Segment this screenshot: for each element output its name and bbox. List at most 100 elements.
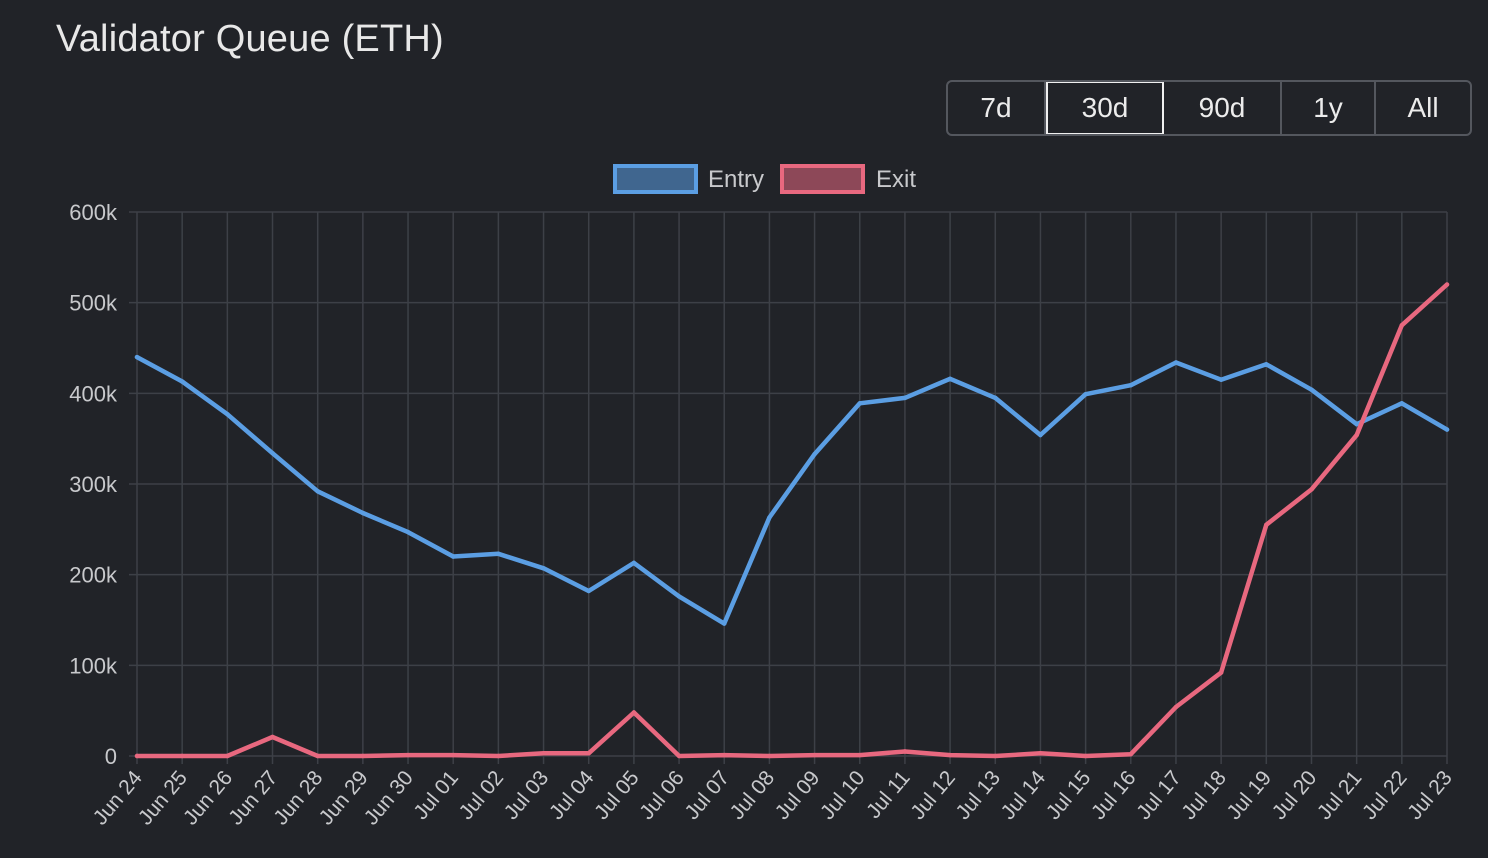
data-point-entry	[586, 588, 591, 594]
x-tick-label: Jul 09	[771, 766, 825, 824]
series-line-exit	[134, 282, 1450, 759]
x-tick-label: Jul 06	[635, 766, 689, 824]
data-point-exit	[631, 710, 637, 715]
x-tick-label: Jul 02	[455, 766, 509, 824]
x-tick-label: Jun 27	[224, 766, 282, 829]
data-point-exit	[1083, 753, 1088, 759]
data-point-exit	[1218, 670, 1224, 675]
x-tick-label: Jul 07	[680, 766, 734, 824]
data-point-exit	[947, 752, 953, 758]
range-button-7d[interactable]: 7d	[948, 82, 1046, 134]
data-point-entry	[1038, 432, 1043, 438]
x-tick-label: Jul 19	[1222, 766, 1276, 824]
data-point-entry	[1128, 382, 1133, 388]
data-point-exit	[134, 753, 140, 759]
data-point-exit	[1309, 487, 1314, 492]
data-point-entry	[902, 395, 908, 401]
x-tick-label: Jul 17	[1132, 766, 1186, 824]
x-tick-label: Jul 20	[1268, 766, 1322, 824]
data-point-entry	[1218, 377, 1224, 382]
data-point-exit	[179, 753, 185, 759]
data-point-exit	[812, 752, 817, 758]
y-tick-label: 300k	[69, 472, 118, 497]
data-point-exit	[676, 753, 682, 759]
data-point-entry	[631, 560, 637, 566]
data-point-entry	[1354, 421, 1359, 427]
x-tick-label: Jun 24	[89, 766, 147, 829]
data-point-exit	[496, 753, 501, 759]
chart-title: Validator Queue (ETH)	[56, 18, 444, 60]
data-point-entry	[1399, 401, 1405, 406]
time-range-selector: 7d 30d 90d 1y All	[946, 80, 1472, 136]
data-point-exit	[315, 753, 320, 759]
data-point-entry	[993, 395, 998, 401]
y-tick-label: 0	[105, 744, 117, 769]
data-point-entry	[270, 450, 275, 456]
y-tick-label: 100k	[69, 653, 118, 678]
data-point-entry	[134, 354, 140, 360]
data-point-entry	[857, 401, 862, 406]
data-point-entry	[1309, 387, 1314, 392]
data-point-entry	[496, 551, 501, 557]
range-button-all[interactable]: All	[1407, 92, 1439, 123]
data-point-exit	[1128, 751, 1133, 757]
data-point-exit	[993, 753, 998, 759]
data-point-entry	[225, 411, 230, 417]
x-tick-label: Jun 29	[315, 766, 373, 829]
data-point-exit	[902, 749, 908, 754]
data-point-entry	[541, 566, 546, 571]
data-point-exit	[225, 753, 230, 759]
legend-label-exit[interactable]: Exit	[876, 166, 916, 193]
x-tick-label: Jul 16	[1087, 766, 1141, 824]
x-tick-label: Jul 21	[1313, 766, 1367, 824]
x-tick-label: Jul 08	[726, 766, 780, 824]
data-point-entry	[1173, 360, 1179, 365]
y-tick-label: 600k	[69, 200, 118, 225]
data-point-entry	[360, 510, 366, 516]
x-tick-label: Jul 10	[816, 766, 870, 824]
range-button-90d[interactable]: 90d	[1164, 82, 1282, 134]
x-tick-label: Jul 22	[1358, 766, 1412, 824]
data-point-exit	[586, 751, 591, 756]
data-point-entry	[676, 594, 682, 599]
x-tick-label: Jul 13	[951, 766, 1005, 824]
range-button-1y[interactable]: 1y	[1282, 82, 1376, 134]
data-point-exit	[1038, 751, 1043, 756]
y-tick-label: 400k	[69, 381, 118, 406]
data-point-entry	[1264, 362, 1269, 367]
y-tick-label: 200k	[69, 563, 118, 588]
data-point-entry	[1444, 427, 1450, 432]
data-point-exit	[857, 752, 862, 758]
legend-swatch-exit[interactable]	[780, 164, 865, 194]
range-button-30d[interactable]: 30d	[1046, 82, 1164, 134]
data-point-entry	[179, 379, 185, 384]
data-point-exit	[1444, 282, 1450, 287]
series-line-entry	[134, 354, 1450, 626]
x-tick-label: Jul 11	[862, 766, 915, 823]
data-point-exit	[1354, 432, 1359, 438]
data-point-entry	[315, 489, 320, 494]
data-point-exit	[1173, 704, 1179, 710]
x-tick-label: Jul 15	[1042, 766, 1096, 824]
data-point-entry	[812, 451, 817, 457]
x-tick-label: Jul 14	[997, 766, 1051, 824]
x-tick-label: Jul 01	[409, 766, 463, 824]
x-tick-label: Jul 04	[545, 766, 599, 824]
data-point-exit	[360, 753, 366, 759]
data-point-entry	[1083, 392, 1088, 397]
data-point-exit	[405, 752, 411, 758]
y-tick-label: 500k	[69, 291, 118, 316]
x-tick-label: Jul 03	[500, 766, 554, 824]
x-tick-label: Jul 23	[1403, 766, 1457, 824]
x-tick-label: Jul 05	[590, 766, 644, 824]
data-point-entry	[947, 376, 953, 382]
data-point-entry	[767, 515, 772, 520]
data-point-exit	[1399, 323, 1405, 328]
data-point-exit	[722, 752, 727, 758]
data-point-entry	[722, 621, 727, 626]
data-point-exit	[541, 751, 546, 756]
data-point-exit	[451, 752, 456, 758]
legend-swatch-entry[interactable]	[613, 164, 698, 194]
legend-label-entry[interactable]: Entry	[708, 166, 764, 193]
data-point-exit	[767, 753, 772, 759]
